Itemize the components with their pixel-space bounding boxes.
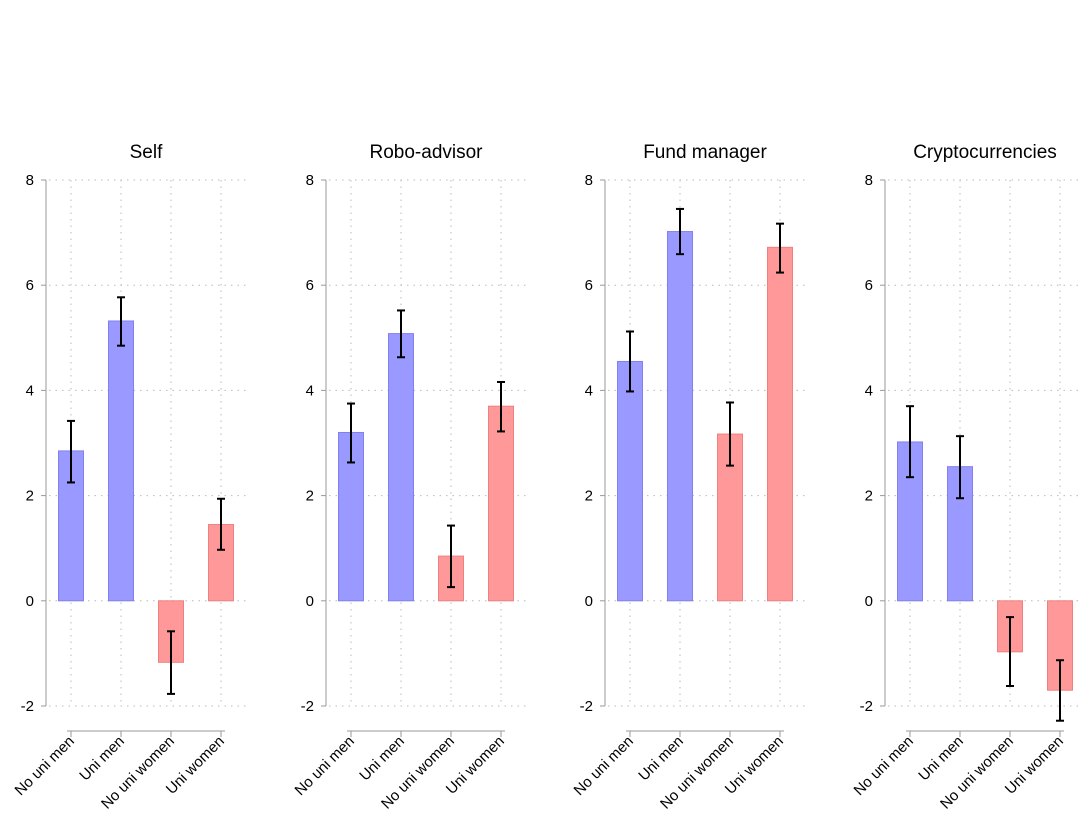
- y-tick-label: 4: [585, 382, 593, 399]
- panel-title: Cryptocurrencies: [913, 142, 1057, 163]
- panel-title: Fund manager: [643, 142, 767, 163]
- y-tick-label: 2: [306, 488, 314, 505]
- error-bar: [117, 296, 125, 347]
- x-tick-label: Uni men: [915, 733, 967, 785]
- error-bar: [397, 309, 405, 359]
- y-tick-label: 8: [26, 172, 34, 189]
- y-tick-label: 4: [865, 382, 873, 399]
- x-tick-label: No uni men: [12, 733, 78, 799]
- y-tick-label: 6: [306, 277, 314, 294]
- bar-uni-women: [767, 246, 793, 602]
- y-tick-label: 6: [865, 277, 873, 294]
- y-tick-label: 8: [306, 172, 314, 189]
- y-tick-label: -2: [21, 698, 34, 715]
- y-tick-label: 0: [306, 593, 314, 610]
- y-tick-label: 0: [585, 593, 593, 610]
- bar-uni-men: [388, 333, 414, 602]
- y-tick-label: 4: [306, 382, 314, 399]
- error-bar: [1056, 659, 1064, 722]
- error-bar: [726, 401, 734, 467]
- panel-title: Robo-advisor: [370, 142, 484, 163]
- panel-title: Self: [130, 142, 163, 163]
- y-tick-label: 6: [26, 277, 34, 294]
- error-bar: [447, 524, 455, 589]
- bar-uni-men: [667, 231, 693, 602]
- x-tick-label: Uni men: [76, 733, 128, 785]
- y-tick-label: 4: [26, 382, 34, 399]
- error-bar: [776, 222, 784, 274]
- y-tick-label: -2: [301, 698, 314, 715]
- error-bar: [626, 330, 634, 393]
- y-tick-label: 0: [26, 593, 34, 610]
- x-tick-label: Uni men: [635, 733, 687, 785]
- y-tick-label: -2: [580, 698, 593, 715]
- error-bar: [956, 435, 964, 500]
- error-bar: [67, 419, 75, 484]
- error-bar: [217, 497, 225, 551]
- bar-no-uni-men: [617, 360, 643, 602]
- bar-uni-women: [488, 405, 514, 602]
- y-tick-label: 8: [585, 172, 593, 189]
- error-bar: [1006, 616, 1014, 688]
- y-tick-label: 8: [865, 172, 873, 189]
- x-tick-label: No uni men: [851, 733, 917, 799]
- y-tick-label: 6: [585, 277, 593, 294]
- bar-uni-men: [108, 320, 134, 602]
- error-bar: [676, 207, 684, 256]
- error-bar: [347, 402, 355, 464]
- x-tick-label: Uni men: [356, 733, 408, 785]
- x-tick-label: No uni men: [571, 733, 637, 799]
- y-tick-label: 2: [865, 488, 873, 505]
- y-tick-label: 2: [585, 488, 593, 505]
- error-bar: [497, 380, 505, 433]
- error-bar: [167, 630, 175, 695]
- x-tick-label: No uni men: [292, 733, 358, 799]
- error-bar: [906, 405, 914, 479]
- y-tick-label: 2: [26, 488, 34, 505]
- y-tick-label: -2: [860, 698, 873, 715]
- y-tick-label: 0: [865, 593, 873, 610]
